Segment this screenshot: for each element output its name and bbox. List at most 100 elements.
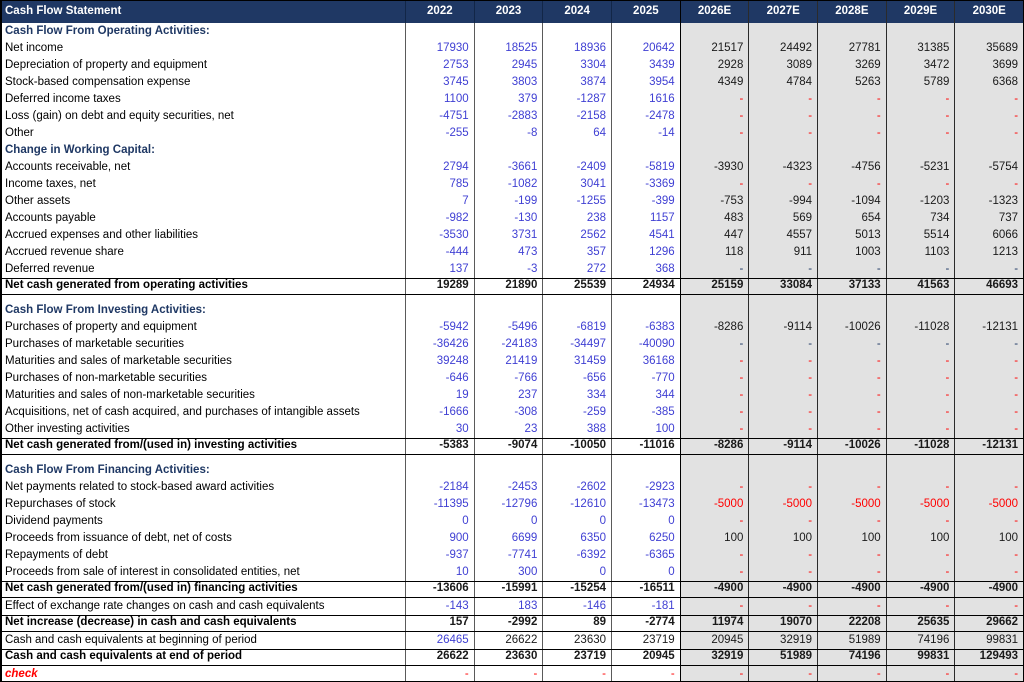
value-cell[interactable]: -5496 — [473, 319, 543, 336]
value-cell[interactable]: 1100 — [405, 91, 474, 108]
value-cell[interactable]: 2928 — [679, 57, 749, 74]
value-cell[interactable]: 19289 — [405, 279, 474, 294]
value-cell[interactable]: - — [817, 370, 886, 387]
value-cell[interactable] — [954, 23, 1023, 40]
value-cell[interactable]: -9114 — [748, 319, 818, 336]
value-cell[interactable]: -2923 — [611, 479, 680, 496]
value-cell[interactable]: - — [817, 564, 886, 581]
value-cell[interactable]: -10026 — [817, 319, 886, 336]
value-cell[interactable]: - — [679, 125, 749, 142]
value-cell[interactable]: 33084 — [748, 279, 818, 294]
value-cell[interactable]: 30 — [405, 421, 474, 438]
value-cell[interactable]: 32919 — [748, 632, 818, 649]
value-cell[interactable]: 23719 — [611, 632, 680, 649]
value-cell[interactable]: -2409 — [542, 159, 611, 176]
value-cell[interactable]: -11028 — [885, 439, 955, 454]
row-label[interactable]: Effect of exchange rate changes on cash … — [5, 600, 325, 612]
value-cell[interactable]: 238 — [542, 210, 611, 227]
value-cell[interactable]: - — [954, 108, 1023, 125]
value-cell[interactable]: 25635 — [885, 616, 955, 631]
value-cell[interactable]: - — [748, 108, 818, 125]
row-label[interactable]: Acquisitions, net of cash acquired, and … — [5, 406, 360, 418]
row-label[interactable]: Cash Flow From Operating Activities: — [5, 25, 210, 37]
value-cell[interactable]: 237 — [473, 387, 543, 404]
value-cell[interactable]: -1082 — [473, 176, 543, 193]
value-cell[interactable]: 26622 — [473, 632, 543, 649]
value-cell[interactable]: 2794 — [405, 159, 474, 176]
value-cell[interactable]: - — [817, 479, 886, 496]
value-cell[interactable]: -2478 — [611, 108, 680, 125]
value-cell[interactable]: -4756 — [817, 159, 886, 176]
value-cell[interactable]: - — [885, 176, 955, 193]
value-cell[interactable]: 100 — [748, 530, 818, 547]
value-cell[interactable]: - — [954, 176, 1023, 193]
value-cell[interactable]: 20945 — [679, 632, 749, 649]
value-cell[interactable]: 26465 — [405, 632, 474, 649]
value-cell[interactable]: -11395 — [405, 496, 474, 513]
value-cell[interactable]: -12131 — [954, 439, 1023, 454]
value-cell[interactable]: 51989 — [817, 632, 886, 649]
value-cell[interactable]: -2883 — [473, 108, 543, 125]
value-cell[interactable]: 39248 — [405, 353, 474, 370]
value-cell[interactable]: - — [954, 547, 1023, 564]
value-cell[interactable]: -199 — [473, 193, 543, 210]
value-cell[interactable]: - — [885, 564, 955, 581]
value-cell[interactable]: -34497 — [542, 336, 611, 353]
value-cell[interactable] — [405, 142, 474, 159]
value-cell[interactable]: - — [405, 666, 474, 681]
value-cell[interactable]: 300 — [473, 564, 543, 581]
value-cell[interactable] — [817, 302, 886, 319]
row-label[interactable]: Net cash generated from operating activi… — [5, 279, 248, 291]
value-cell[interactable]: -10050 — [542, 439, 611, 454]
value-cell[interactable]: 89 — [542, 616, 611, 631]
value-cell[interactable]: 3089 — [748, 57, 818, 74]
value-cell[interactable]: - — [954, 387, 1023, 404]
value-cell[interactable]: - — [954, 598, 1023, 615]
value-cell[interactable]: -11028 — [885, 319, 955, 336]
value-cell[interactable]: - — [748, 387, 818, 404]
value-cell[interactable] — [817, 462, 886, 479]
value-cell[interactable]: - — [885, 479, 955, 496]
row-label[interactable]: Loss (gain) on debt and equity securitie… — [5, 110, 234, 122]
value-cell[interactable]: 379 — [473, 91, 543, 108]
year-header[interactable]: 2028E — [817, 1, 886, 23]
value-cell[interactable]: - — [885, 125, 955, 142]
value-cell[interactable]: 3269 — [817, 57, 886, 74]
value-cell[interactable]: -15991 — [473, 582, 543, 597]
value-cell[interactable]: 737 — [954, 210, 1023, 227]
value-cell[interactable]: -2774 — [611, 616, 680, 631]
value-cell[interactable]: -994 — [748, 193, 818, 210]
value-cell[interactable]: - — [954, 404, 1023, 421]
value-cell[interactable]: - — [885, 370, 955, 387]
value-cell[interactable]: -4323 — [748, 159, 818, 176]
year-header[interactable]: 2030E — [954, 1, 1023, 23]
row-label[interactable]: Accrued revenue share — [5, 246, 124, 258]
value-cell[interactable]: -770 — [611, 370, 680, 387]
value-cell[interactable]: 447 — [679, 227, 749, 244]
value-cell[interactable]: -3369 — [611, 176, 680, 193]
value-cell[interactable]: -385 — [611, 404, 680, 421]
row-label[interactable]: Accrued expenses and other liabilities — [5, 229, 199, 241]
value-cell[interactable]: 483 — [679, 210, 749, 227]
value-cell[interactable]: - — [885, 421, 955, 438]
value-cell[interactable] — [748, 462, 818, 479]
value-cell[interactable]: -181 — [611, 598, 680, 615]
value-cell[interactable]: - — [954, 336, 1023, 353]
row-label[interactable]: Cash Flow From Investing Activities: — [5, 304, 206, 316]
value-cell[interactable]: 4784 — [748, 74, 818, 91]
value-cell[interactable]: - — [885, 666, 955, 681]
value-cell[interactable]: -656 — [542, 370, 611, 387]
value-cell[interactable]: -4900 — [885, 582, 955, 597]
value-cell[interactable] — [954, 302, 1023, 319]
value-cell[interactable]: -5000 — [885, 496, 955, 513]
value-cell[interactable]: - — [679, 479, 749, 496]
value-cell[interactable]: 569 — [748, 210, 818, 227]
value-cell[interactable]: 23 — [473, 421, 543, 438]
value-cell[interactable]: -12610 — [542, 496, 611, 513]
value-cell[interactable]: -3530 — [405, 227, 474, 244]
value-cell[interactable] — [611, 302, 680, 319]
value-cell[interactable]: 3954 — [611, 74, 680, 91]
value-cell[interactable]: 183 — [473, 598, 543, 615]
value-cell[interactable]: -10026 — [817, 439, 886, 454]
value-cell[interactable]: -5000 — [954, 496, 1023, 513]
